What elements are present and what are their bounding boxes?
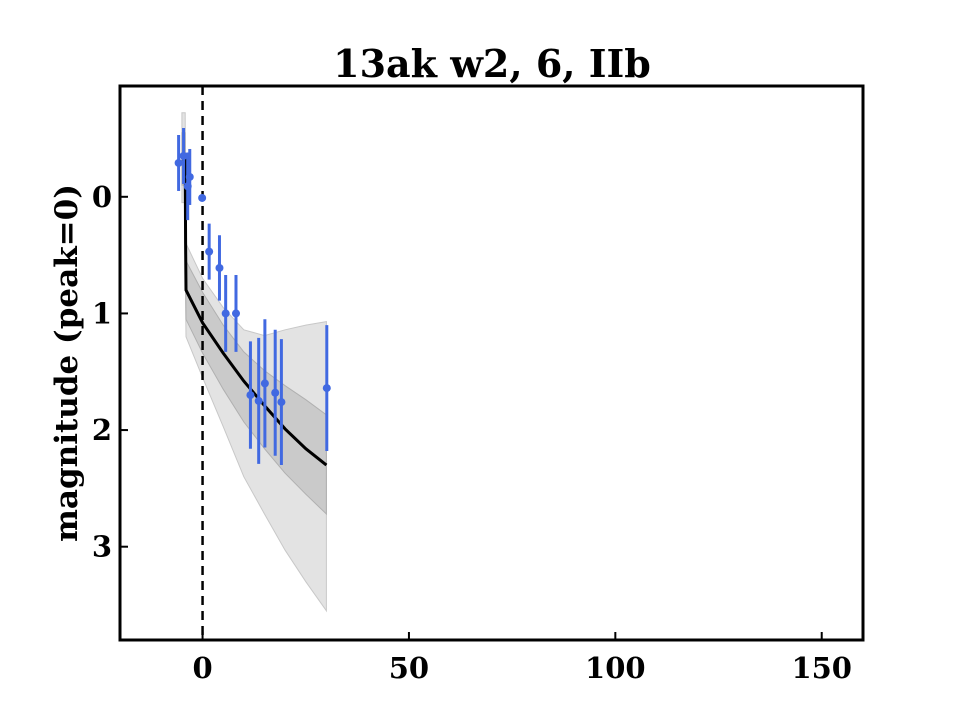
- data-point: [271, 388, 280, 397]
- x-tick-label: 100: [585, 651, 646, 685]
- x-tick-label: 150: [791, 651, 852, 685]
- model-curve: [181, 158, 328, 467]
- data-point: [221, 309, 230, 318]
- data-point: [174, 158, 183, 167]
- plot-frame: [118, 84, 865, 642]
- axes: 0 50 100 150 0 1 2 3: [92, 180, 852, 685]
- data-point: [215, 263, 224, 272]
- data-point: [198, 193, 207, 202]
- data-point: [254, 396, 263, 405]
- x-tick-label: 0: [192, 651, 212, 685]
- data-point: [179, 151, 188, 160]
- uncertainty-band-inner: [181, 132, 327, 516]
- y-tick-label: 3: [92, 530, 112, 564]
- data-point: [185, 172, 194, 181]
- x-tick-label: 50: [389, 651, 429, 685]
- data-point: [260, 379, 269, 388]
- y-tick-label: 0: [92, 180, 112, 214]
- plot-area: [174, 86, 331, 640]
- y-tick-label: 2: [92, 413, 112, 447]
- y-axis-label: magnitude (peak=0): [49, 184, 85, 542]
- y-tick-label: 1: [92, 296, 112, 330]
- chart-title: 13ak w2, 6, IIb: [333, 41, 651, 86]
- data-point: [231, 309, 240, 318]
- data-point: [205, 247, 214, 256]
- data-point: [246, 391, 255, 400]
- data-point: [277, 398, 286, 407]
- data-point: [322, 384, 331, 393]
